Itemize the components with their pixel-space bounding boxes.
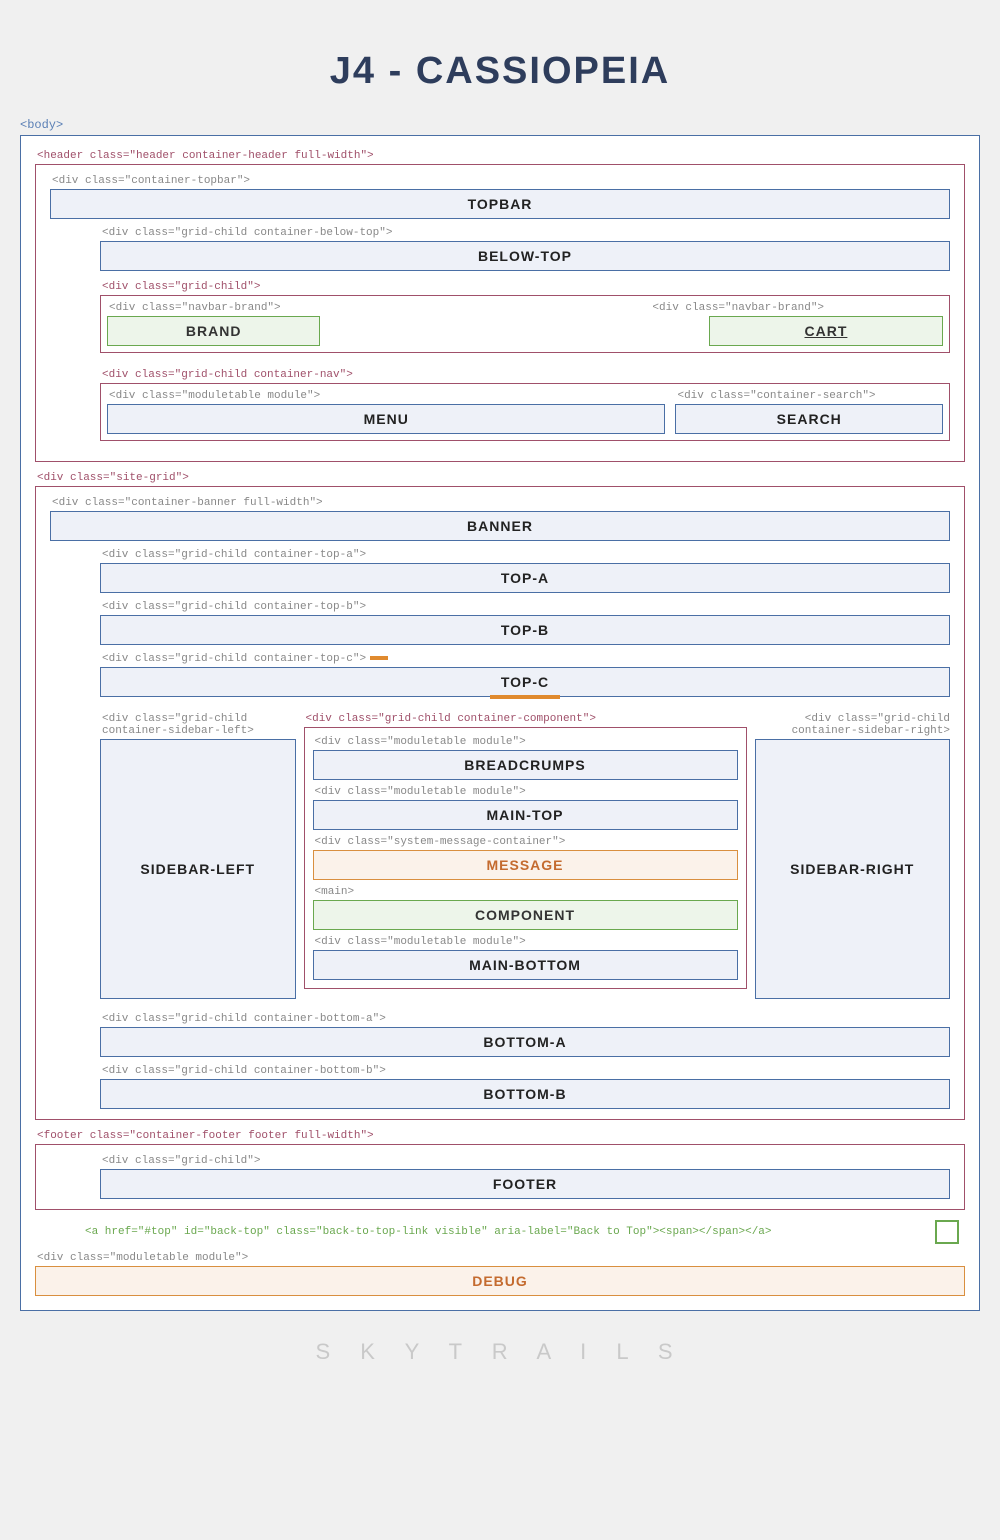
search-slot: SEARCH bbox=[675, 404, 943, 434]
footer-slot: FOOTER bbox=[100, 1169, 950, 1199]
bottom-b-tag: <div class="grid-child container-bottom-… bbox=[100, 1065, 950, 1077]
top-c-tag-label: <div class="grid-child container-top-c"> bbox=[100, 653, 950, 665]
banner-tag-label: <div class="container-banner full-width"… bbox=[50, 497, 950, 509]
nav-row-box: <div class="moduletable module"> MENU <d… bbox=[100, 383, 950, 441]
topbar-slot: TOPBAR bbox=[50, 189, 950, 219]
back-to-top-code: <a href="#top" id="back-top" class="back… bbox=[85, 1220, 965, 1244]
sidebar-right-col: <div class="grid-child container-sidebar… bbox=[755, 713, 951, 999]
container-component-tag: <div class="grid-child container-compone… bbox=[304, 713, 747, 725]
header-box: <div class="container-topbar"> TOPBAR <d… bbox=[35, 164, 965, 462]
footer-child-tag: <div class="grid-child"> bbox=[100, 1155, 950, 1167]
top-a-slot: TOP-A bbox=[100, 563, 950, 593]
component-box: <div class="moduletable module"> BREADCR… bbox=[304, 727, 747, 989]
menu-slot: MENU bbox=[107, 404, 665, 434]
top-a-tag-label: <div class="grid-child container-top-a"> bbox=[100, 549, 950, 561]
bottom-b-slot: BOTTOM-B bbox=[100, 1079, 950, 1109]
sidebar-left-col: <div class="grid-child container-sidebar… bbox=[100, 713, 296, 999]
brand-footer: S K Y T R A I L S bbox=[20, 1339, 980, 1365]
top-b-tag-label: <div class="grid-child container-top-b"> bbox=[100, 601, 950, 613]
debug-tag: <div class="moduletable module"> bbox=[35, 1252, 965, 1264]
cart-slot: CART bbox=[709, 316, 943, 346]
main-bottom-slot: MAIN-BOTTOM bbox=[313, 950, 738, 980]
top-c-slot: TOP-C bbox=[100, 667, 950, 697]
sidebar-right-tag: <div class="grid-child container-sidebar… bbox=[755, 713, 951, 737]
main-top-slot: MAIN-TOP bbox=[313, 800, 738, 830]
main-bottom-tag: <div class="moduletable module"> bbox=[313, 936, 738, 948]
navbar-brand-tag-1: <div class="navbar-brand"> bbox=[107, 302, 640, 314]
below-top-tag-label: <div class="grid-child container-below-t… bbox=[100, 227, 950, 239]
container-search-tag: <div class="container-search"> bbox=[675, 390, 943, 402]
page-title: J4 - CASSIOPEIA bbox=[20, 50, 980, 93]
sidebar-left-tag: <div class="grid-child container-sidebar… bbox=[100, 713, 296, 737]
back-to-top-icon bbox=[935, 1220, 959, 1244]
sidebar-right-slot: SIDEBAR-RIGHT bbox=[755, 739, 951, 999]
footer-box: <div class="grid-child"> FOOTER bbox=[35, 1144, 965, 1210]
component-slot: COMPONENT bbox=[313, 900, 738, 930]
breadcrumbs-tag: <div class="moduletable module"> bbox=[313, 736, 738, 748]
brand-slot: BRAND bbox=[107, 316, 320, 346]
top-c-marker-icon bbox=[370, 656, 388, 660]
site-grid-tag-label: <div class="site-grid"> bbox=[35, 472, 965, 484]
message-slot: MESSAGE bbox=[313, 850, 738, 880]
brand-row-box: <div class="navbar-brand"> BRAND <div cl… bbox=[100, 295, 950, 353]
header-tag-label: <header class="header container-header f… bbox=[35, 150, 965, 162]
grid-child-tag-label: <div class="grid-child"> bbox=[100, 281, 950, 293]
topbar-tag-label: <div class="container-topbar"> bbox=[50, 175, 950, 187]
body-tag-label: <body> bbox=[20, 118, 980, 132]
bottom-a-slot: BOTTOM-A bbox=[100, 1027, 950, 1057]
sys-msg-tag: <div class="system-message-container"> bbox=[313, 836, 738, 848]
container-nav-tag-label: <div class="grid-child container-nav"> bbox=[100, 369, 950, 381]
top-b-slot: TOP-B bbox=[100, 615, 950, 645]
moduletable-tag-menu: <div class="moduletable module"> bbox=[107, 390, 665, 402]
breadcrumbs-slot: BREADCRUMPS bbox=[313, 750, 738, 780]
footer-tag-label: <footer class="container-footer footer f… bbox=[35, 1130, 965, 1142]
debug-slot: DEBUG bbox=[35, 1266, 965, 1296]
body-container: <header class="header container-header f… bbox=[20, 135, 980, 1311]
sidebar-left-slot: SIDEBAR-LEFT bbox=[100, 739, 296, 999]
site-grid-box: <div class="container-banner full-width"… bbox=[35, 486, 965, 1120]
below-top-slot: BELOW-TOP bbox=[100, 241, 950, 271]
main-top-tag: <div class="moduletable module"> bbox=[313, 786, 738, 798]
banner-slot: BANNER bbox=[50, 511, 950, 541]
main-tag: <main> bbox=[313, 886, 738, 898]
bottom-a-tag: <div class="grid-child container-bottom-… bbox=[100, 1013, 950, 1025]
navbar-brand-tag-2: <div class="navbar-brand"> bbox=[650, 302, 943, 314]
